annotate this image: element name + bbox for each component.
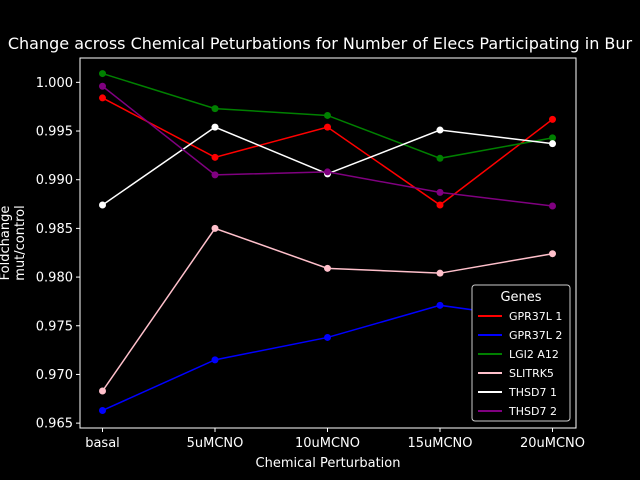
- legend-entry: GPR37L 1: [478, 310, 562, 323]
- legend-label: LGI2 A12: [509, 348, 559, 361]
- data-point: [436, 301, 444, 309]
- legend-frame: [471, 284, 571, 422]
- legend: Genes GPR37L 1 GPR37L 2 LGI2 A12 SLITRK5 THS…: [471, 284, 571, 422]
- data-point: [211, 171, 219, 179]
- data-point: [436, 201, 444, 209]
- data-point: [549, 134, 556, 142]
- series-gpr37l-1: [99, 94, 556, 209]
- y-tick-label: 0.965: [36, 417, 73, 432]
- y-tick-label: 0.990: [36, 173, 73, 188]
- x-tick-label: 5uMCNO: [187, 436, 244, 451]
- data-point: [324, 111, 331, 119]
- data-point: [549, 115, 556, 123]
- x-tick-label: 15uMCNO: [407, 436, 472, 451]
- data-point: [324, 264, 331, 272]
- x-axis-label: Chemical Perturbation: [256, 456, 401, 471]
- data-point: [211, 123, 219, 131]
- data-point: [324, 333, 331, 341]
- x-tick-label: basal: [85, 436, 120, 451]
- legend-entry: LGI2 A12: [478, 348, 559, 361]
- legend-label: GPR37L 2: [509, 329, 562, 342]
- data-point: [211, 153, 219, 161]
- data-point: [549, 250, 556, 258]
- legend-entry: SLITRK5: [478, 367, 554, 380]
- legend-entry: GPR37L 2: [478, 329, 562, 342]
- legend-title: Genes: [500, 290, 541, 305]
- y-tick-label: 0.975: [36, 319, 73, 334]
- legend-label: THSD7 1: [508, 386, 557, 399]
- y-tick-label: 0.995: [36, 125, 73, 140]
- legend-entry: THSD7 2: [478, 405, 557, 418]
- chart-title: Change across Chemical Peturbations for …: [8, 34, 633, 53]
- data-point: [99, 406, 106, 414]
- data-point: [549, 140, 556, 148]
- y-tick-label: 0.985: [36, 222, 73, 237]
- data-point: [436, 269, 444, 277]
- data-point: [211, 105, 219, 113]
- y-axis-label: Foldchange mut/control: [0, 205, 28, 280]
- data-point: [99, 70, 106, 78]
- data-point: [99, 201, 106, 209]
- data-point: [211, 224, 219, 232]
- y-tick-label: 0.980: [36, 271, 73, 286]
- series-layer: [99, 70, 556, 414]
- x-tick-label: 10uMCNO: [295, 436, 360, 451]
- series-lgi2-a12: [99, 70, 556, 162]
- series-slitrk5: [99, 224, 556, 395]
- y-axis-label-line-2: mut/control: [13, 205, 28, 280]
- y-axis-label-line-1: Foldchange: [0, 206, 13, 281]
- data-point: [549, 202, 556, 210]
- y-tick-label: 0.970: [36, 368, 73, 383]
- data-point: [436, 126, 444, 134]
- legend-label: SLITRK5: [509, 367, 554, 380]
- data-point: [324, 168, 331, 176]
- data-point: [436, 154, 444, 162]
- data-point: [99, 387, 106, 395]
- data-point: [324, 123, 331, 131]
- data-point: [99, 82, 106, 90]
- data-point: [211, 356, 219, 364]
- y-axis: 0.965 0.970 0.975 0.980 0.985 0.990 0.995 1.000: [36, 76, 80, 432]
- x-tick-label: 20uMCNO: [520, 436, 585, 451]
- data-point: [99, 94, 106, 102]
- series-thsd7-2: [99, 82, 556, 210]
- legend-label: THSD7 2: [508, 405, 557, 418]
- legend-label: GPR37L 1: [509, 310, 562, 323]
- data-point: [436, 188, 444, 196]
- legend-entry: THSD7 1: [478, 386, 557, 399]
- y-tick-label: 1.000: [36, 76, 73, 91]
- x-axis: basal 5uMCNO 10uMCNO 15uMCNO 20uMCNO: [85, 428, 585, 451]
